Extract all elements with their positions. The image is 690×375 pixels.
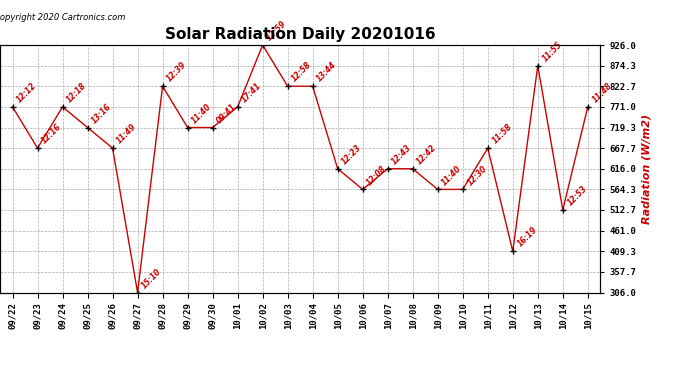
Y-axis label: Radiation (W/m2): Radiation (W/m2) — [642, 114, 652, 224]
Text: 11:48: 11:48 — [590, 81, 613, 105]
Text: 12:23: 12:23 — [340, 143, 364, 166]
Text: 17:41: 17:41 — [240, 81, 264, 105]
Text: 12:16: 12:16 — [40, 122, 63, 146]
Text: 12:30: 12:30 — [465, 164, 489, 187]
Text: 12:53: 12:53 — [565, 184, 589, 208]
Text: 15:10: 15:10 — [140, 267, 164, 290]
Text: 12:59: 12:59 — [265, 19, 288, 43]
Text: 11:49: 11:49 — [115, 122, 139, 146]
Title: Solar Radiation Daily 20201016: Solar Radiation Daily 20201016 — [165, 27, 435, 42]
Text: 13:16: 13:16 — [90, 102, 113, 125]
Text: 12:43: 12:43 — [390, 143, 413, 166]
Text: 11:55: 11:55 — [540, 40, 564, 63]
Text: 12:08: 12:08 — [365, 164, 388, 187]
Text: 11:58: 11:58 — [490, 122, 513, 146]
Text: 13:44: 13:44 — [315, 60, 339, 84]
Text: 11:40: 11:40 — [190, 102, 213, 125]
Text: Copyright 2020 Cartronics.com: Copyright 2020 Cartronics.com — [0, 13, 126, 22]
Text: 09:41: 09:41 — [215, 102, 239, 125]
Text: 11:40: 11:40 — [440, 164, 464, 187]
Text: 12:12: 12:12 — [15, 81, 39, 105]
Text: 12:39: 12:39 — [165, 60, 188, 84]
Text: 16:19: 16:19 — [515, 225, 539, 249]
Text: 12:42: 12:42 — [415, 143, 439, 166]
Text: 12:58: 12:58 — [290, 60, 313, 84]
Text: 12:18: 12:18 — [65, 81, 88, 105]
